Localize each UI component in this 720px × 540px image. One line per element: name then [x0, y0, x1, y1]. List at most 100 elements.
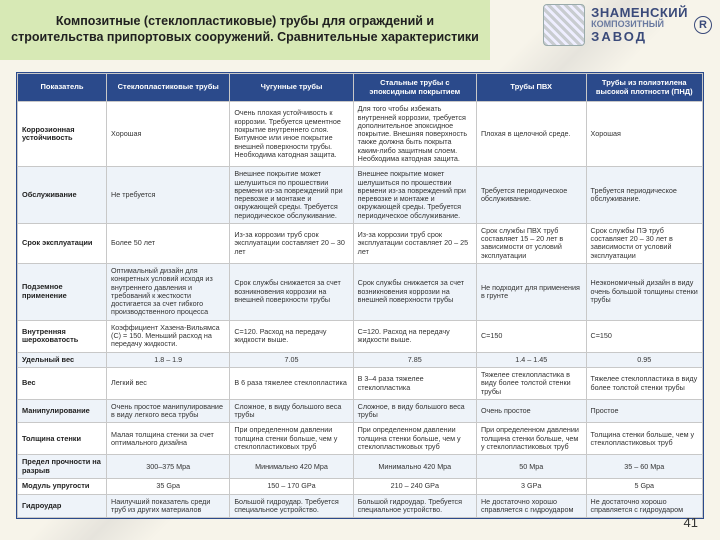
- col-header: Показатель: [18, 74, 107, 102]
- row-label: Подземное применение: [18, 264, 107, 321]
- table-row: Коррозионная устойчивостьХорошаяОчень пл…: [18, 102, 703, 167]
- cell: Неэкономичный дизайн в виду очень большо…: [586, 264, 702, 321]
- table-row: Подземное применениеОптимальный дизайн д…: [18, 264, 703, 321]
- cell: Требуется периодическое обслуживание.: [586, 167, 702, 224]
- cell: C=150: [476, 320, 586, 352]
- cell: 35 Gpa: [107, 479, 230, 495]
- cell: Срок службы ПВХ труб составляет 15 – 20 …: [476, 223, 586, 263]
- cell: Хорошая: [586, 102, 702, 167]
- cell: Не подходит для применения в грунте: [476, 264, 586, 321]
- row-label: Предел прочности на разрыв: [18, 455, 107, 479]
- row-label: Вес: [18, 368, 107, 400]
- table-body: Коррозионная устойчивостьХорошаяОчень пл…: [18, 102, 703, 518]
- logo-line1: ЗНАМЕНСКИЙ: [591, 6, 688, 20]
- page-number: 41: [684, 515, 698, 530]
- cell: Легкий вес: [107, 368, 230, 400]
- logo-line3: ЗАВОД: [591, 30, 688, 44]
- cell: Простое: [586, 399, 702, 423]
- cell: Требуется периодическое обслуживание.: [476, 167, 586, 224]
- logo-text: ЗНАМЕНСКИЙ КОМПОЗИТНЫЙ ЗАВОД: [591, 6, 688, 44]
- cell: Срок службы ПЭ труб составляет 20 – 30 л…: [586, 223, 702, 263]
- comparison-table: ПоказательСтеклопластиковые трубыЧугунны…: [17, 73, 703, 518]
- col-header: Трубы ПВХ: [476, 74, 586, 102]
- table-row: ГидроударНаилучший показатель среди труб…: [18, 494, 703, 518]
- row-label: Обслуживание: [18, 167, 107, 224]
- cell: Внешнее покрытие может шелушиться по про…: [353, 167, 476, 224]
- cell: 150 – 170 GPa: [230, 479, 353, 495]
- row-label: Коррозионная устойчивость: [18, 102, 107, 167]
- cell: Очень простое: [476, 399, 586, 423]
- cell: При определенном давлении толщина стенки…: [230, 423, 353, 455]
- cell: Минимально 420 Mpa: [230, 455, 353, 479]
- page-title: Композитные (стеклопластиковые) трубы дл…: [0, 0, 490, 60]
- col-header: Стеклопластиковые трубы: [107, 74, 230, 102]
- cell: Сложное, в виду большого веса трубы: [353, 399, 476, 423]
- cell: Малая толщина стенки за счет оптимальног…: [107, 423, 230, 455]
- cell: Более 50 лет: [107, 223, 230, 263]
- table-row: Толщина стенкиМалая толщина стенки за сч…: [18, 423, 703, 455]
- logo: ЗНАМЕНСКИЙ КОМПОЗИТНЫЙ ЗАВОД R: [490, 0, 720, 46]
- row-label: Срок эксплуатации: [18, 223, 107, 263]
- table-row: ВесЛегкий весВ 6 раза тяжелее стеклоплас…: [18, 368, 703, 400]
- cell: Хорошая: [107, 102, 230, 167]
- cell: Наилучший показатель среди труб из други…: [107, 494, 230, 518]
- cell: 3 GPa: [476, 479, 586, 495]
- cell: Из-за коррозии труб срок эксплуатации со…: [230, 223, 353, 263]
- cell: При определенном давлении толщина стенки…: [476, 423, 586, 455]
- cell: 35 – 60 Mpa: [586, 455, 702, 479]
- table-row: ОбслуживаниеНе требуетсяВнешнее покрытие…: [18, 167, 703, 224]
- cell: Не достаточно хорошо справляется с гидро…: [476, 494, 586, 518]
- cell: Оптимальный дизайн для конкретных услови…: [107, 264, 230, 321]
- table-head: ПоказательСтеклопластиковые трубыЧугунны…: [18, 74, 703, 102]
- cell: Очень плохая устойчивость к коррозии. Тр…: [230, 102, 353, 167]
- table-row: МанипулированиеОчень простое манипулиров…: [18, 399, 703, 423]
- cell: C=120. Расход на передачу жидкости выше.: [353, 320, 476, 352]
- col-header: Чугунные трубы: [230, 74, 353, 102]
- cell: В 6 раза тяжелее стеклопластика: [230, 368, 353, 400]
- cell: 300–375 Mpa: [107, 455, 230, 479]
- cell: Тяжелее стеклопластика в виду более толс…: [476, 368, 586, 400]
- cell: 5 Gpa: [586, 479, 702, 495]
- table-row: Предел прочности на разрыв300–375 MpaМин…: [18, 455, 703, 479]
- row-label: Удельный вес: [18, 352, 107, 368]
- cell: В 3–4 раза тяжелее стеклопластика: [353, 368, 476, 400]
- cell: C=150: [586, 320, 702, 352]
- cell: Минимально 420 Mpa: [353, 455, 476, 479]
- cell: Толщина стенки больше, чем у стеклопласт…: [586, 423, 702, 455]
- comparison-table-wrap: ПоказательСтеклопластиковые трубыЧугунны…: [16, 72, 704, 519]
- cell: Большой гидроудар. Требуется специальное…: [230, 494, 353, 518]
- cell: Внешнее покрытие может шелушиться по про…: [230, 167, 353, 224]
- pipe-icon: [543, 4, 585, 46]
- cell: 50 Mpa: [476, 455, 586, 479]
- cell: Коэффициент Хазена-Вильямса (C) = 150. М…: [107, 320, 230, 352]
- header: Композитные (стеклопластиковые) трубы дл…: [0, 0, 720, 60]
- cell: Для того чтобы избежать внутренней корро…: [353, 102, 476, 167]
- cell: 7.05: [230, 352, 353, 368]
- row-label: Гидроудар: [18, 494, 107, 518]
- table-row: Срок эксплуатацииБолее 50 летИз-за корро…: [18, 223, 703, 263]
- cell: 1.4 – 1.45: [476, 352, 586, 368]
- cell: 0.95: [586, 352, 702, 368]
- cell: Плохая в щелочной среде.: [476, 102, 586, 167]
- cell: Очень простое манипулирование в виду лег…: [107, 399, 230, 423]
- row-label: Манипулирование: [18, 399, 107, 423]
- col-header: Стальные трубы с эпоксидным покрытием: [353, 74, 476, 102]
- row-label: Внутренняя шероховатость: [18, 320, 107, 352]
- cell: При определенном давлении толщина стенки…: [353, 423, 476, 455]
- cell: Большой гидроудар. Требуется специальное…: [353, 494, 476, 518]
- table-row: Удельный вес1.8 – 1.97.057.851.4 – 1.450…: [18, 352, 703, 368]
- table-row: Внутренняя шероховатостьКоэффициент Хазе…: [18, 320, 703, 352]
- row-label: Толщина стенки: [18, 423, 107, 455]
- cell: Сложное, в виду большого веса трубы: [230, 399, 353, 423]
- col-header: Трубы из полиэтилена высокой плотности (…: [586, 74, 702, 102]
- cell: Не требуется: [107, 167, 230, 224]
- cell: Из-за коррозии труб срок эксплуатации со…: [353, 223, 476, 263]
- cell: 210 – 240 GPa: [353, 479, 476, 495]
- cell: 1.8 – 1.9: [107, 352, 230, 368]
- cell: Срок службы снижается за счет возникнове…: [230, 264, 353, 321]
- registered-icon: R: [694, 16, 712, 34]
- table-row: Модуль упругости35 Gpa150 – 170 GPa210 –…: [18, 479, 703, 495]
- cell: 7.85: [353, 352, 476, 368]
- cell: Тяжелее стеклопластика в виду более толс…: [586, 368, 702, 400]
- row-label: Модуль упругости: [18, 479, 107, 495]
